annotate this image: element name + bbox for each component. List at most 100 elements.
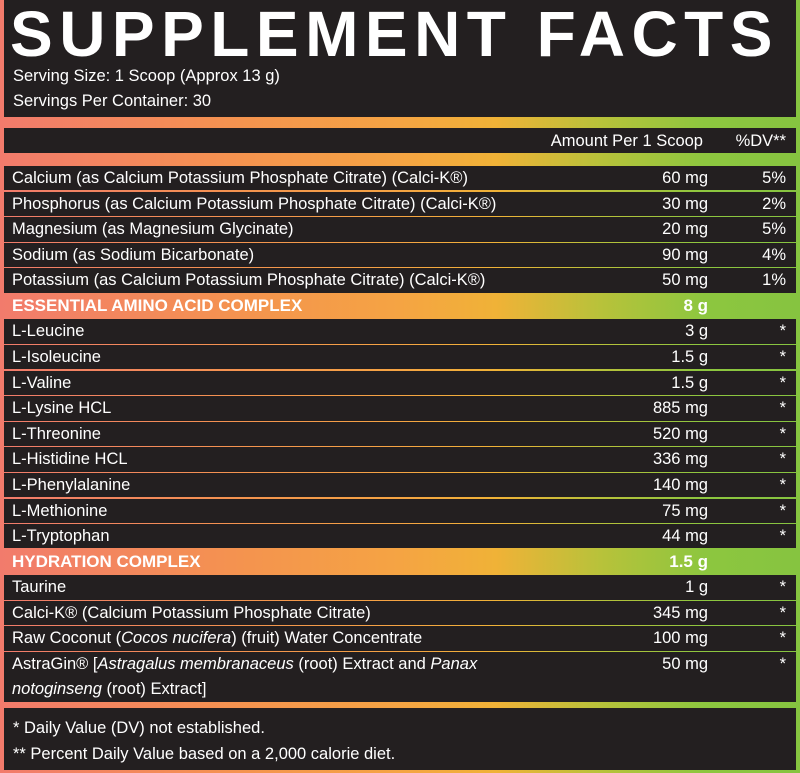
ingredient-name: HYDRATION COMPLEX [12, 550, 201, 574]
amount-value: 3 g [685, 322, 708, 341]
dv-value: * [779, 322, 786, 341]
table-row: L-Lysine HCL 885 mg * [4, 396, 796, 421]
nutrient-table: Calcium (as Calcium Potassium Phosphate … [0, 166, 800, 703]
latin-name: Panax notoginseng [12, 654, 478, 698]
name-text: L-Leucine [12, 322, 85, 341]
ingredient-name: L-Isoleucine [12, 345, 101, 369]
ingredient-name: ESSENTIAL AMINO ACID COMPLEX [12, 294, 302, 318]
name-text: L-Methionine [12, 501, 108, 520]
table-row: Sodium (as Sodium Bicarbonate) 90 mg 4% [4, 242, 796, 268]
amount-value: 8 g [683, 295, 708, 315]
serving-size: Serving Size: 1 Scoop (Approx 13 g) [13, 67, 280, 85]
ingredient-name: Phosphorus (as Calcium Potassium Phospha… [12, 192, 496, 216]
amount-value: 60 mg [662, 169, 708, 187]
table-row: Magnesium (as Magnesium Glycinate) 20 mg 5… [4, 217, 796, 242]
table-row: L-Histidine HCL 336 mg * [4, 447, 796, 472]
name-text: AstraGin® [ [12, 654, 98, 673]
ingredient-name: AstraGin® [Astragalus membranaceus (root… [12, 652, 512, 702]
facts-header: SUPPLEMENT FACTS Serving Size: 1 Scoop (… [4, 0, 796, 117]
name-text: L-Histidine HCL [12, 450, 128, 469]
dv-value: * [779, 501, 786, 520]
table-row: L-Methionine 75 mg * [4, 498, 796, 523]
name-text: Raw Coconut ( [12, 629, 122, 648]
servings-per-container: Servings Per Container: 30 [13, 92, 212, 110]
dv-value: * [779, 475, 786, 494]
dv-value: 2% [762, 194, 786, 213]
ingredient-name: Calcium (as Calcium Potassium Phosphate … [12, 166, 468, 190]
table-row: L-Isoleucine 1.5 g * [4, 345, 796, 370]
table-row: Calcium (as Calcium Potassium Phosphate … [4, 166, 796, 191]
table-row: Phosphorus (as Calcium Potassium Phospha… [4, 191, 796, 216]
latin-name: Cocos nucifera [121, 629, 232, 648]
amount-value: 140 mg [652, 475, 708, 494]
table-row: L-Threonine 520 mg * [4, 421, 796, 447]
ingredient-name: Potassium (as Calcium Potassium Phosphat… [12, 268, 485, 292]
ingredient-name: L-Leucine [12, 319, 84, 343]
dv-value: * [779, 578, 786, 597]
footnotes: * Daily Value (DV) not established. ** P… [4, 708, 796, 770]
amount-column-header: Amount Per 1 Scoop [550, 132, 703, 150]
name-text: L-Lysine HCL [12, 399, 112, 418]
name-text: HYDRATION COMPLEX [12, 551, 201, 571]
page-title: SUPPLEMENT FACTS [10, 0, 779, 70]
amount-value: 44 mg [662, 527, 708, 546]
table-row: L-Phenylalanine 140 mg * [4, 472, 796, 498]
dv-value: * [779, 629, 786, 648]
footnote-dv-not-established: * Daily Value (DV) not established. [13, 719, 265, 737]
ingredient-name: L-Threonine [12, 422, 101, 446]
section-header-row: HYDRATION COMPLEX 1.5 g [0, 550, 800, 574]
name-text: Phosphorus (as Calcium Potassium Phospha… [12, 194, 497, 213]
amount-value: 100 mg [652, 629, 708, 648]
latin-name: Astragalus membranaceus [97, 654, 294, 673]
amount-value: 30 mg [662, 194, 708, 213]
name-text: Magnesium (as Magnesium Glycinate) [12, 220, 294, 239]
table-row: Raw Coconut (Cocos nucifera) (fruit) Wat… [4, 626, 796, 651]
ingredient-name: Calci-K® (Calcium Potassium Phosphate Ci… [12, 601, 371, 625]
amount-value: 90 mg [662, 245, 708, 264]
name-text: (root) Extract and [293, 654, 431, 673]
name-text: L-Threonine [12, 424, 101, 443]
amount-value: 520 mg [652, 424, 708, 443]
dv-value: * [779, 603, 786, 622]
table-row: L-Leucine 3 g * [4, 319, 796, 344]
amount-value: 885 mg [652, 399, 708, 418]
dv-value: 5% [762, 169, 786, 187]
ingredient-name: L-Methionine [12, 499, 107, 523]
name-text: Sodium (as Sodium Bicarbonate) [12, 245, 255, 264]
dv-value: 1% [762, 271, 786, 290]
dv-column-header: %DV** [735, 132, 786, 150]
dv-value: * [779, 373, 786, 392]
amount-value: 1.5 g [671, 348, 708, 367]
name-text: Calcium (as Calcium Potassium Phosphate … [12, 169, 468, 187]
ingredient-name: L-Tryptophan [12, 524, 110, 548]
ingredient-name: L-Phenylalanine [12, 473, 130, 497]
name-text: Calci-K® (Calcium Potassium Phosphate Ci… [12, 603, 371, 622]
name-text: L-Tryptophan [12, 527, 110, 546]
column-header-row: Amount Per 1 Scoop %DV** [4, 128, 796, 153]
name-text: L-Phenylalanine [12, 475, 131, 494]
table-row: Calci-K® (Calcium Potassium Phosphate Ci… [4, 600, 796, 626]
amount-value: 50 mg [662, 654, 708, 673]
amount-value: 50 mg [662, 271, 708, 290]
dv-value: * [779, 348, 786, 367]
amount-value: 336 mg [652, 450, 708, 469]
dv-value: * [779, 424, 786, 443]
table-row: Taurine 1 g * [4, 575, 796, 600]
ingredient-name: L-Lysine HCL [12, 396, 111, 420]
footnote-percent-dv: ** Percent Daily Value based on a 2,000 … [13, 745, 396, 763]
amount-value: 1.5 g [671, 373, 708, 392]
table-row: L-Valine 1.5 g * [4, 370, 796, 396]
amount-value: 75 mg [662, 501, 708, 520]
name-text: L-Valine [12, 373, 72, 392]
dv-value: * [779, 450, 786, 469]
ingredient-name: Raw Coconut (Cocos nucifera) (fruit) Wat… [12, 626, 422, 650]
ingredient-name: L-Histidine HCL [12, 447, 128, 471]
name-text: Potassium (as Calcium Potassium Phosphat… [12, 271, 486, 290]
ingredient-name: Taurine [12, 575, 66, 599]
name-text: L-Isoleucine [12, 348, 101, 367]
dv-value: * [779, 527, 786, 546]
name-text: ESSENTIAL AMINO ACID COMPLEX [12, 295, 303, 315]
name-text: (root) Extract] [101, 679, 207, 698]
dv-value: 4% [762, 245, 786, 264]
